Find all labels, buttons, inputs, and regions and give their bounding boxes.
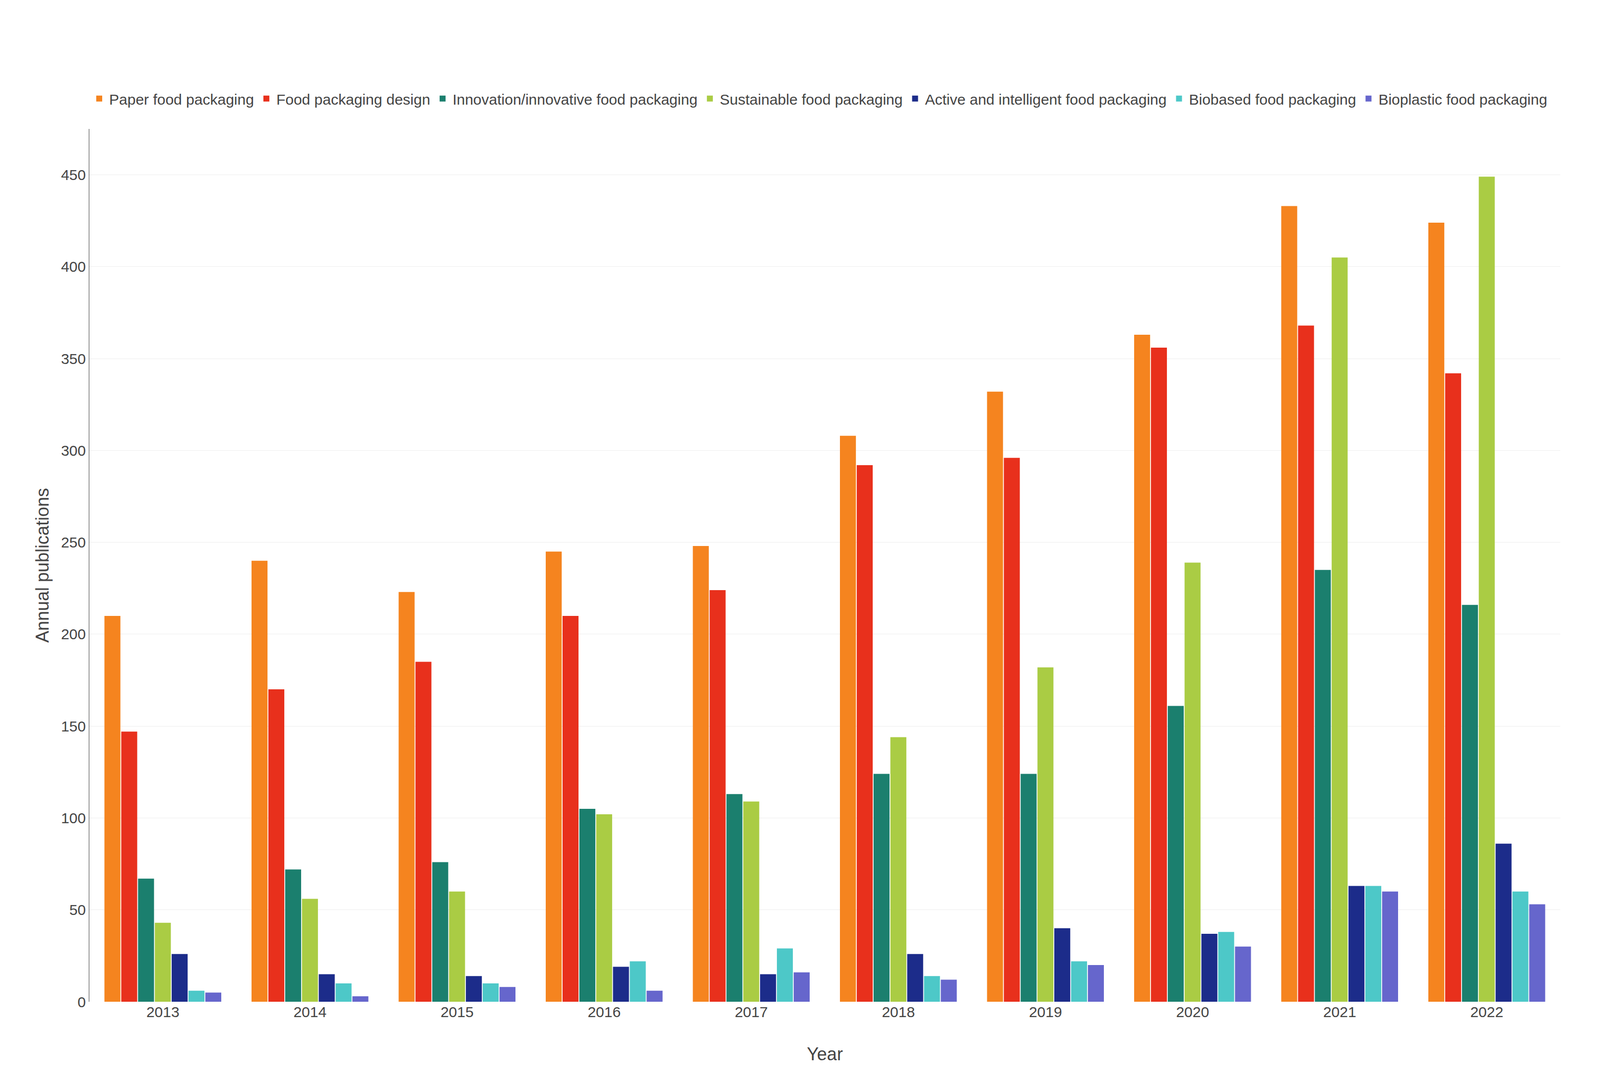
svg-text:2013: 2013 — [146, 1004, 180, 1021]
svg-text:2020: 2020 — [1175, 1004, 1210, 1021]
svg-text:Paper food packaging: Paper food packaging — [109, 91, 255, 108]
svg-text:Innovation/innovative food pac: Innovation/innovative food packaging — [452, 91, 698, 108]
svg-text:150: 150 — [61, 718, 86, 735]
svg-text:100: 100 — [61, 810, 86, 827]
svg-text:450: 450 — [61, 166, 86, 184]
svg-text:Active and intelligent food pa: Active and intelligent food packaging — [924, 91, 1167, 108]
svg-text:2019: 2019 — [1028, 1004, 1063, 1021]
svg-text:2016: 2016 — [587, 1004, 621, 1021]
svg-text:0: 0 — [77, 994, 86, 1011]
svg-text:Biobased food packaging: Biobased food packaging — [1188, 91, 1356, 108]
svg-text:350: 350 — [61, 350, 86, 368]
svg-text:2022: 2022 — [1470, 1004, 1504, 1021]
svg-text:250: 250 — [61, 534, 86, 551]
svg-text:2021: 2021 — [1323, 1004, 1357, 1021]
svg-text:Sustainable food packaging: Sustainable food packaging — [719, 91, 903, 108]
svg-text:2014: 2014 — [293, 1004, 327, 1021]
svg-text:2015: 2015 — [440, 1004, 474, 1021]
svg-text:Bioplastic food packaging: Bioplastic food packaging — [1378, 91, 1547, 108]
svg-text:Annual publications: Annual publications — [32, 488, 53, 643]
svg-text:2018: 2018 — [881, 1004, 915, 1021]
svg-text:2017: 2017 — [734, 1004, 768, 1021]
svg-text:400: 400 — [61, 258, 86, 275]
svg-text:200: 200 — [61, 626, 86, 643]
svg-text:Year: Year — [806, 1044, 843, 1065]
svg-text:50: 50 — [69, 901, 86, 919]
svg-text:Food packaging design: Food packaging design — [276, 91, 431, 108]
svg-text:300: 300 — [61, 442, 86, 459]
